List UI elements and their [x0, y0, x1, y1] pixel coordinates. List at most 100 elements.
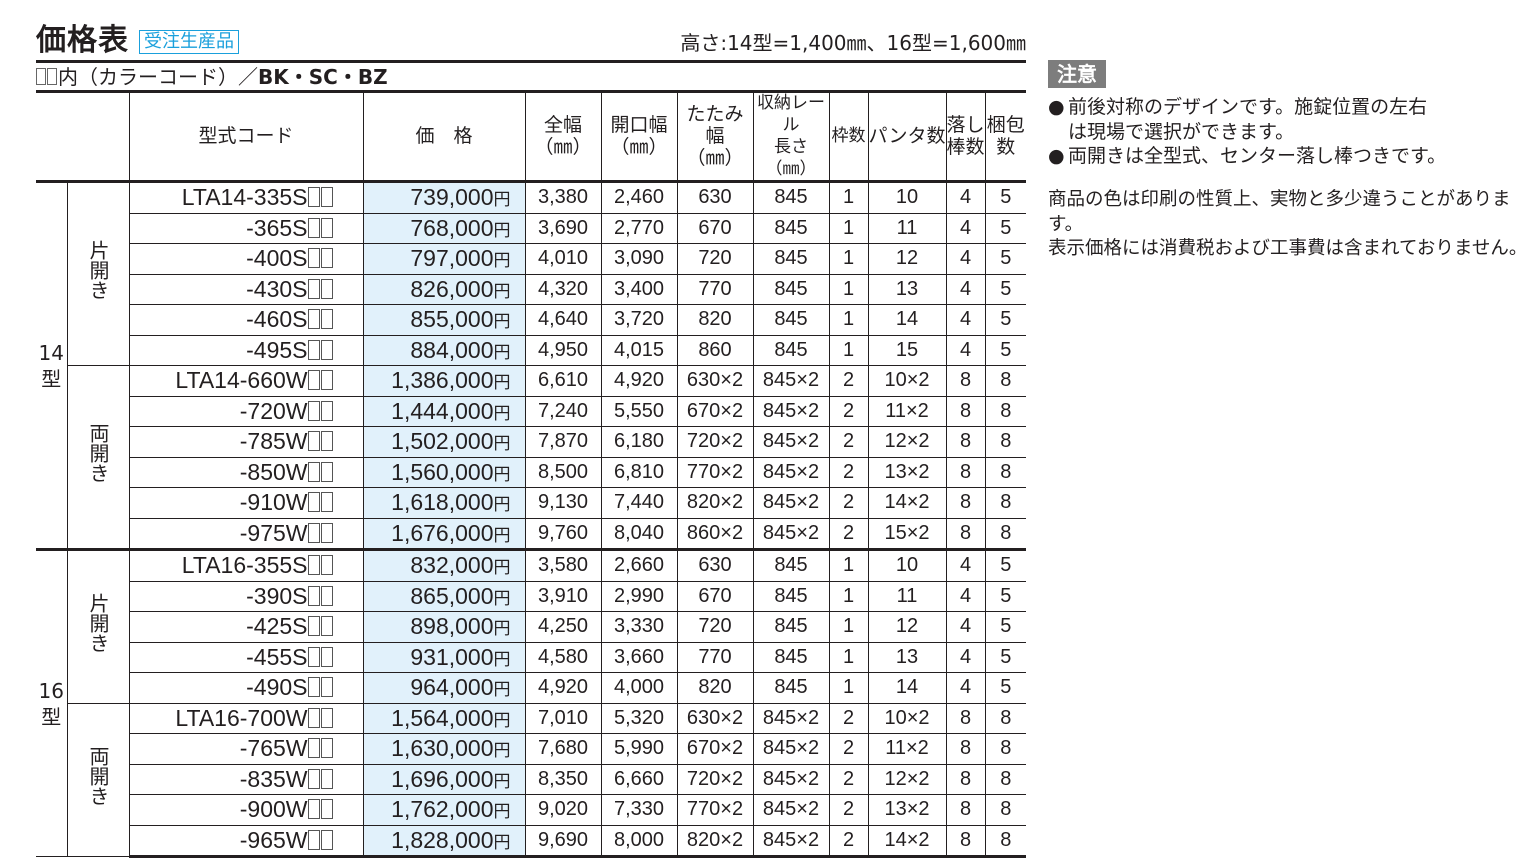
price-value: 865,000 — [410, 582, 494, 609]
yen-unit: 円 — [493, 190, 511, 210]
opening-type-label: 両開き — [66, 365, 130, 550]
price-value: 1,762,000 — [391, 796, 494, 823]
drop-rods: 4 — [945, 580, 986, 612]
total-width: 3,380 — [524, 180, 602, 214]
model-code: -365S — [128, 212, 364, 244]
yen-unit: 円 — [493, 619, 511, 639]
size-label: 16 型 — [36, 548, 68, 857]
frames: 2 — [828, 456, 869, 488]
color-note-prefix: 内（カラーコード）／ — [58, 65, 258, 89]
frames: 1 — [828, 212, 869, 244]
model-code-text: -455S — [246, 643, 308, 670]
model-code: -390S — [128, 580, 364, 612]
header-frames: 枠数 — [828, 92, 869, 182]
drop-rods: 4 — [945, 611, 986, 643]
table-row: -490S 964,000円 4,920 4,000 820 845 1 14 4 5 — [36, 672, 1026, 704]
color-code-box — [320, 187, 333, 208]
opening-width: 2,660 — [600, 548, 678, 582]
model-code: -455S — [128, 641, 364, 673]
yen-unit: 円 — [493, 464, 511, 484]
header-total-width: 全幅 （㎜） — [524, 92, 602, 182]
color-code-box — [307, 431, 320, 452]
size-number: 16 — [38, 678, 64, 703]
price-value: 1,696,000 — [391, 765, 494, 792]
panta: 15 — [867, 334, 947, 366]
drop-rods: 8 — [945, 733, 986, 765]
total-width: 9,130 — [524, 487, 602, 519]
table-row: -965W 1,828,000円 9,690 8,000 820×2 845×2 2 14×2… — [36, 824, 1026, 858]
frames: 1 — [828, 334, 869, 366]
yen-unit: 円 — [493, 312, 511, 332]
yen-unit: 円 — [493, 251, 511, 271]
color-code-box — [320, 278, 333, 299]
packages: 5 — [984, 304, 1026, 336]
size-label: 14 型 — [36, 180, 68, 550]
frames: 1 — [828, 548, 869, 582]
price-value: 1,560,000 — [391, 458, 494, 485]
folded-width: 770×2 — [676, 456, 754, 488]
folded-width: 630×2 — [676, 365, 754, 397]
packages: 8 — [984, 456, 1026, 488]
yen-unit: 円 — [493, 741, 511, 761]
total-width: 4,320 — [524, 273, 602, 305]
header-rail-length: 収納レール 長さ（㎜） — [752, 92, 830, 182]
opening-width: 3,660 — [600, 641, 678, 673]
model-code-text: -425S — [246, 613, 308, 640]
price-table-body: 14 型片開き LTA14-335S 739,000円 3,380 2,460 630 845… — [36, 180, 1026, 858]
frames: 1 — [828, 672, 869, 704]
packages: 5 — [984, 273, 1026, 305]
rail-length: 845 — [752, 611, 830, 643]
header-drop-rods: 落し 棒数 — [945, 92, 986, 182]
price-table: 型式コード 価 格 全幅 （㎜） 開口幅 （㎜） たたみ幅 （㎜） 収納レール 長さ（㎜… — [36, 92, 1026, 858]
total-width: 3,690 — [524, 212, 602, 244]
yen-unit: 円 — [493, 771, 511, 791]
model-code-text: LTA14-660W — [175, 367, 308, 394]
title-row: 価格表 受注生産品 — [36, 18, 239, 58]
folded-width: 630 — [676, 180, 754, 214]
panta: 13 — [867, 641, 947, 673]
yen-unit: 円 — [493, 558, 511, 578]
packages: 5 — [984, 243, 1026, 275]
packages: 8 — [984, 395, 1026, 427]
table-row: -900W 1,762,000円 9,020 7,330 770×2 845×2 2 13×2… — [36, 794, 1026, 826]
price: 1,762,000円 — [362, 794, 526, 826]
total-width: 4,250 — [524, 611, 602, 643]
color-code-box — [307, 339, 320, 360]
model-code: -965W — [128, 824, 364, 858]
color-code-placeholder-box — [36, 68, 46, 85]
header-row: 型式コード 価 格 全幅 （㎜） 開口幅 （㎜） たたみ幅 （㎜） 収納レール 長さ（㎜… — [36, 92, 1026, 182]
yen-unit: 円 — [493, 680, 511, 700]
color-codes: BK・SC・BZ — [258, 65, 388, 89]
color-code-box — [320, 431, 333, 452]
folded-width: 820×2 — [676, 487, 754, 519]
table-row: 両開き LTA14-660W 1,386,000円 6,610 4,920 630×2 84… — [36, 365, 1026, 550]
table-row: -785W 1,502,000円 7,870 6,180 720×2 845×2 2 12×2… — [36, 426, 1026, 458]
folded-width: 670×2 — [676, 395, 754, 427]
model-code: -900W — [128, 794, 364, 826]
price-value: 964,000 — [410, 674, 494, 701]
yen-unit: 円 — [493, 342, 511, 362]
made-to-order-tag: 受注生産品 — [139, 30, 239, 54]
notice-item: ● 両開きは全型式、センター落し棒つきです。 — [1048, 145, 1447, 167]
yen-unit: 円 — [493, 495, 511, 515]
opening-width: 2,990 — [600, 580, 678, 612]
panta: 14×2 — [867, 824, 947, 858]
packages: 8 — [984, 702, 1026, 734]
table-row: -835W 1,696,000円 8,350 6,660 720×2 845×2 2 12×2… — [36, 763, 1026, 795]
opening-width: 3,330 — [600, 611, 678, 643]
size-number: 14 — [38, 340, 64, 365]
folded-width: 770 — [676, 273, 754, 305]
frames: 2 — [828, 517, 869, 551]
folded-width: 670×2 — [676, 733, 754, 765]
folded-width: 630×2 — [676, 702, 754, 734]
header-price: 価 格 — [362, 92, 526, 182]
opening-type-text: 片開き — [86, 592, 110, 653]
model-code: LTA16-355S — [128, 548, 364, 582]
model-code: -785W — [128, 426, 364, 458]
rail-length: 845×2 — [752, 395, 830, 427]
table-row: 16 型片開き LTA16-355S 832,000円 3,580 2,660 630 845… — [36, 548, 1026, 857]
color-code-box — [320, 707, 333, 728]
yen-unit: 円 — [493, 832, 511, 852]
opening-width: 7,440 — [600, 487, 678, 519]
price: 1,444,000円 — [362, 395, 526, 427]
